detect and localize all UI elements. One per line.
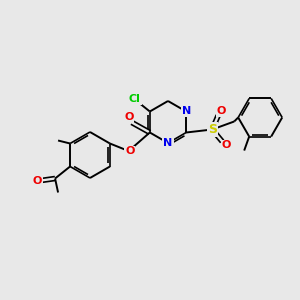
Text: O: O: [32, 176, 42, 185]
Text: S: S: [208, 123, 217, 136]
Text: O: O: [125, 146, 134, 157]
Text: N: N: [164, 138, 172, 148]
Text: O: O: [217, 106, 226, 116]
Text: O: O: [221, 140, 231, 151]
Text: O: O: [124, 112, 134, 122]
Text: N: N: [182, 106, 191, 116]
Text: Cl: Cl: [129, 94, 141, 104]
